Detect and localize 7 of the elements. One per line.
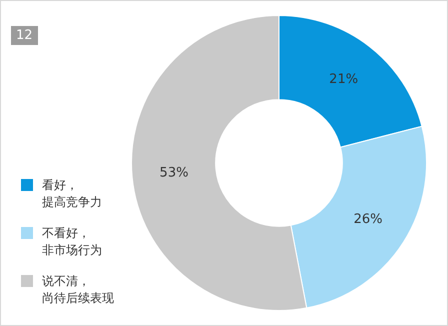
text: 12: [11, 26, 38, 45]
data-label: 21%: [329, 72, 358, 88]
data-label: 26%: [354, 212, 382, 227]
legend-label: 不看好，非市场行为: [42, 225, 103, 259]
legend-label: 说不清，尚待后续表现: [42, 273, 115, 307]
data-label: 53%: [160, 165, 188, 180]
legend-label: 看好，提高竞争力: [42, 177, 103, 211]
